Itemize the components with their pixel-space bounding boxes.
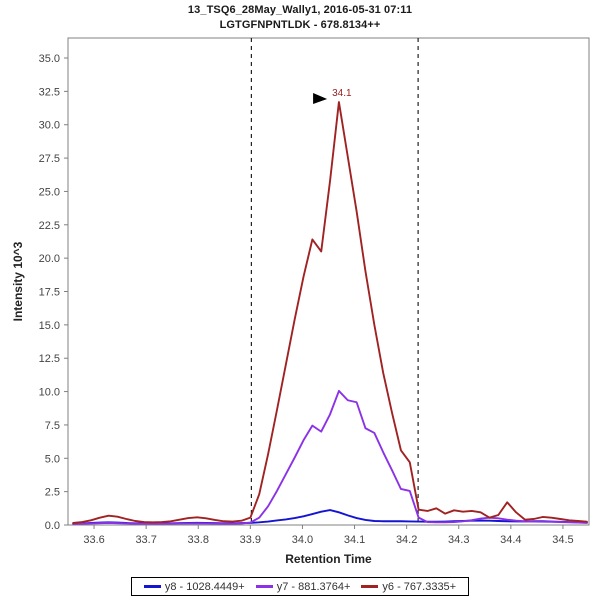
legend-item[interactable]: y6 - 767.3335+ — [361, 581, 456, 593]
x-axis-tick-label: 34.2 — [396, 534, 417, 546]
legend-label-y7: y7 - 881.3764+ — [276, 580, 351, 593]
x-axis-tick-label: 33.7 — [135, 534, 156, 546]
x-axis-tick-label: 33.6 — [83, 534, 104, 546]
page-title: 13_TSQ6_28May_Wally1, 2016-05-31 07:11 — [187, 4, 413, 16]
legend-label-y6: y6 - 767.3335+ — [382, 580, 457, 593]
y-axis-tick-label: 15.0 — [39, 320, 60, 332]
y-axis-tick-label: 0.0 — [45, 520, 60, 532]
legend-item[interactable]: y8 - 1028.4449+ — [143, 580, 245, 593]
x-axis-tick-label: 34.1 — [344, 534, 365, 546]
x-axis-tick-label: 34.4 — [500, 534, 521, 546]
peak-marker-triangle-icon — [313, 93, 328, 105]
y-axis-title: Intensity 10^3 — [11, 241, 25, 321]
series-line — [72, 389, 588, 525]
y-axis-tick-label: 10.0 — [39, 387, 60, 399]
y-axis-tick-label: 7.5 — [45, 420, 60, 432]
y-axis-tick-label: 22.5 — [39, 220, 60, 232]
peak-annotation-layer: 34.1 — [313, 88, 352, 105]
y-axis-tick-label: 17.5 — [39, 287, 60, 299]
y-axis-tick-label: 27.5 — [39, 153, 60, 165]
x-axis-tick-label: 34.3 — [448, 534, 469, 546]
x-axis-tick-label: 34.0 — [292, 534, 313, 546]
integration-boundary-layer[interactable] — [250, 38, 419, 525]
x-axis-tick-label: 33.9 — [240, 534, 261, 546]
y-axis-tick-label: 35.0 — [39, 53, 60, 65]
peak-retention-time-label: 34.1 — [332, 88, 352, 99]
legend-label-y8: y8 - 1028.4449+ — [164, 580, 245, 593]
legend-swatch-y7 — [255, 585, 273, 588]
legend-swatch-y8 — [143, 585, 161, 588]
page-subtitle: LGTGFNPNTLDK - 678.8134++ — [219, 19, 381, 31]
legend-swatch-y6 — [361, 585, 379, 588]
y-axis-tick-label: 25.0 — [39, 186, 60, 198]
series-line — [72, 101, 588, 524]
y-axis-tick-label: 12.5 — [39, 353, 60, 365]
x-axis-tick-label: 33.8 — [188, 534, 209, 546]
legend-item[interactable]: y7 - 881.3764+ — [255, 580, 351, 593]
x-axis-tick-label: 34.5 — [552, 534, 573, 546]
y-axis-tick-label: 32.5 — [39, 86, 60, 98]
series-layer — [72, 101, 588, 525]
y-axis-tick-label: 2.5 — [45, 487, 60, 499]
axes-layer: 0.0 2.5 5.0 7.5 10.0 12.5 15.0 17.5 20.0 22.5 25.0… — [39, 37, 590, 546]
y-axis-tick-label: 30.0 — [39, 120, 60, 132]
axis-title-layer: Retention Time Intensity 10^3 — [11, 241, 372, 566]
y-axis-tick-label: 20.0 — [39, 253, 60, 265]
y-axis-tick-label: 5.0 — [45, 453, 60, 465]
chart-title-block: 13_TSQ6_28May_Wally1, 2016-05-31 07:11 L… — [0, 3, 600, 33]
x-axis-title: Retention Time — [285, 552, 372, 566]
legend[interactable]: y8 - 1028.4449+ y7 - 881.3764+ y6 - 767.… — [131, 577, 469, 596]
